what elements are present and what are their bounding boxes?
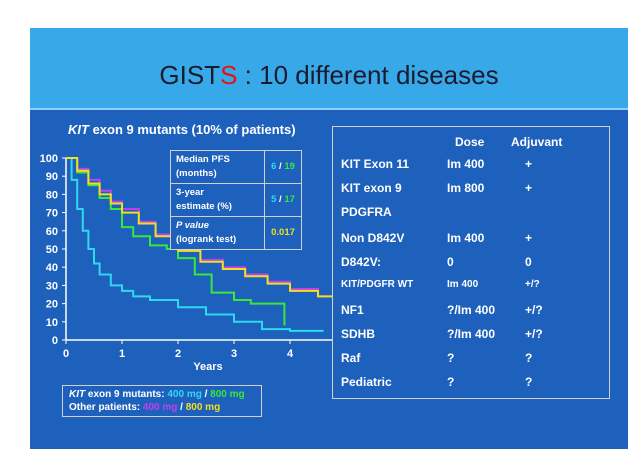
row-dose: Im 800	[447, 181, 485, 195]
row-name: Non D842V	[341, 231, 405, 245]
pfs-row-median: Median PFS (months) 6 / 19	[170, 150, 302, 184]
row-name: KIT/PDGFR WT	[341, 279, 414, 290]
y-tick-label: 50	[46, 244, 58, 256]
x-tick-label: 1	[119, 348, 125, 360]
row-name: SDHB	[341, 327, 376, 341]
slide-title: GISTS : 10 different diseases	[159, 60, 499, 90]
row-dose: ?	[447, 351, 455, 365]
row-name: KIT exon 9	[341, 181, 402, 195]
row-adjuvant: +	[525, 181, 533, 195]
y-tick-label: 60	[46, 226, 58, 238]
row-name: Raf	[341, 351, 361, 365]
row-name: KIT Exon 11	[341, 157, 410, 171]
pfs-label: 3-year	[176, 187, 204, 198]
pfs-row-3year: 3-year estimate (%) 5 / 17	[170, 183, 302, 217]
y-tick-label: 70	[46, 208, 58, 220]
pfs-label: (logrank test)	[176, 234, 237, 245]
series-line	[66, 157, 324, 332]
x-tick-label: 3	[231, 348, 237, 360]
disease-dose-table: Dose Adjuvant KIT Exon 11 Im 400 + KIT exon…	[332, 126, 610, 399]
x-tick-label: 4	[287, 348, 294, 360]
legend-line-exon9: KIT exon 9 mutants: 400 mg / 800 mg	[69, 389, 245, 400]
y-tick-label: 100	[40, 153, 58, 165]
row-name: NF1	[341, 303, 364, 317]
row-dose: Im 400	[447, 157, 485, 171]
row-adjuvant: ?	[525, 375, 533, 389]
series-line	[66, 157, 286, 326]
pfs-label: (months)	[176, 168, 217, 179]
row-name: D842V:	[341, 255, 382, 269]
y-tick-label: 30	[46, 280, 58, 292]
row-dose: Im 400	[447, 231, 485, 245]
row-adjuvant: +	[525, 157, 533, 171]
x-axis-label: Years	[193, 361, 222, 373]
y-tick-label: 40	[46, 262, 58, 274]
header-adjuvant: Adjuvant	[511, 135, 563, 149]
y-tick-label: 0	[52, 335, 58, 347]
pfs-label: Median PFS	[176, 154, 230, 165]
y-tick-label: 10	[46, 317, 58, 329]
row-dose: Im 400	[447, 279, 479, 290]
row-adjuvant: +/?	[525, 303, 543, 317]
row-name: Pediatric	[341, 375, 392, 389]
pfs-value: 5 / 17	[264, 184, 301, 216]
slide: GISTS : 10 different diseases KIT exon 9…	[30, 28, 628, 449]
y-tick-label: 80	[46, 189, 58, 201]
x-tick-label: 2	[175, 348, 181, 360]
row-adjuvant: 0	[525, 255, 532, 269]
chart-legend: KIT exon 9 mutants: 400 mg / 800 mg Othe…	[62, 385, 262, 417]
row-dose: ?	[447, 375, 455, 389]
pfs-value: 0.017	[264, 217, 301, 249]
x-tick-label: 0	[63, 348, 69, 360]
y-tick-label: 90	[46, 171, 58, 183]
pfs-row-pvalue: P value (logrank test) 0.017	[170, 216, 302, 250]
row-dose: ?/Im 400	[447, 303, 496, 317]
row-name: PDGFRA	[341, 205, 392, 219]
pfs-label: P value	[176, 220, 209, 231]
row-dose: 0	[447, 255, 454, 269]
pfs-value: 6 / 19	[264, 151, 301, 183]
row-adjuvant: +/?	[525, 279, 540, 290]
y-tick-label: 20	[46, 299, 58, 311]
pfs-label: estimate (%)	[176, 201, 232, 212]
row-dose: ?/Im 400	[447, 327, 496, 341]
chart-caption: KIT exon 9 mutants (10% of patients)	[68, 122, 296, 137]
row-adjuvant: +/?	[525, 327, 543, 341]
header-dose: Dose	[455, 135, 485, 149]
row-adjuvant: ?	[525, 351, 533, 365]
legend-line-other: Other patients: 400 mg / 800 mg	[69, 402, 221, 413]
row-adjuvant: +	[525, 231, 533, 245]
title-band: GISTS : 10 different diseases	[30, 28, 628, 110]
